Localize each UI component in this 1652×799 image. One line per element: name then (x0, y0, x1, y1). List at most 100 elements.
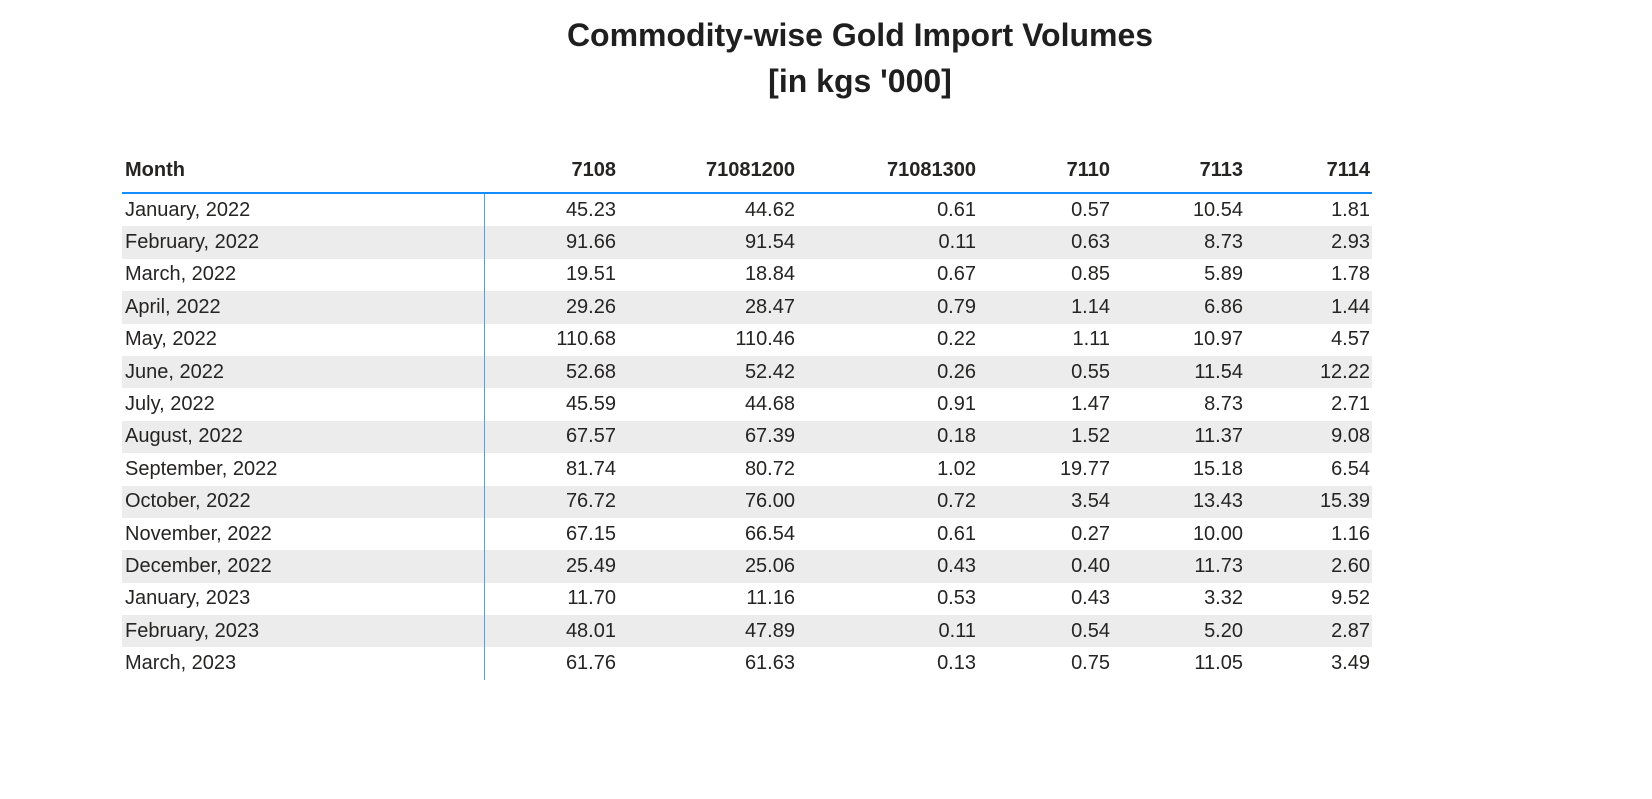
value-cell: 2.60 (1245, 550, 1372, 583)
value-cell: 6.54 (1331, 457, 1370, 480)
value-cell: 13.43 (1112, 485, 1245, 518)
value-cell: 0.22 (937, 328, 976, 351)
value-cell: 10.54 (1192, 198, 1243, 221)
value-cell: 1.78 (1331, 263, 1370, 286)
value-cell: 0.67 (937, 263, 976, 286)
value-cell: 11.54 (1112, 355, 1245, 389)
month-cell: April, 2022 (122, 291, 485, 324)
value-cell: 15.18 (1192, 457, 1243, 480)
value-cell: 76.00 (618, 485, 797, 518)
value-cell: 0.61 (937, 522, 976, 545)
value-cell: 67.15 (565, 522, 616, 545)
value-cell: 0.61 (937, 198, 976, 221)
column-header-71081300[interactable]: 71081300 (797, 145, 978, 194)
value-cell: 44.62 (744, 198, 795, 221)
table-row: February, 2022 91.66 91.54 0.11 0.63 8.73 2.93 (122, 226, 1372, 259)
value-cell: 10.00 (1192, 522, 1243, 545)
table-row: March, 2023 61.76 61.63 0.13 0.75 11.05 3.49 (122, 647, 1372, 680)
value-cell: 1.11 (1072, 328, 1110, 351)
table-row: April, 2022 29.26 28.47 0.79 1.14 6.86 1.44 (122, 291, 1372, 324)
value-cell: 2.87 (1245, 615, 1372, 648)
value-cell: 11.16 (746, 587, 795, 610)
value-cell: 25.06 (618, 550, 797, 583)
value-cell: 5.89 (1204, 263, 1243, 286)
import-volumes-table: Month 7108 71081200 71081300 7110 7113 7… (122, 145, 1372, 680)
value-cell: 0.11 (797, 226, 978, 259)
month-cell: January, 2022 (122, 193, 485, 227)
value-cell: 2.71 (1331, 393, 1370, 416)
value-cell: 0.79 (797, 291, 978, 324)
table-row: May, 2022 110.68 110.46 0.22 1.11 10.97 4.57 (122, 323, 1372, 356)
table-row: July, 2022 45.59 44.68 0.91 1.47 8.73 2.71 (122, 388, 1372, 421)
table-row: February, 2023 48.01 47.89 0.11 0.54 5.20 2.87 (122, 615, 1372, 648)
value-cell: 9.52 (1331, 587, 1370, 610)
value-cell: 44.68 (744, 393, 795, 416)
table-row: December, 2022 25.49 25.06 0.43 0.40 11.73 2.6… (122, 550, 1372, 583)
month-cell: October, 2022 (122, 485, 485, 518)
chart-title: Commodity-wise Gold Import Volumes [in k… (68, 12, 1652, 104)
value-cell: 0.72 (797, 485, 978, 518)
value-cell: 5.20 (1112, 615, 1245, 648)
month-cell: December, 2022 (122, 550, 485, 583)
month-cell: May, 2022 (122, 323, 485, 356)
table-row: March, 2022 19.51 18.84 0.67 0.85 5.89 1.78 (122, 258, 1372, 292)
value-cell: 67.39 (618, 420, 797, 454)
value-cell: 0.13 (937, 652, 976, 675)
table-visual: Month 7108 71081200 71081300 7110 7113 7… (122, 145, 1372, 680)
table-row: September, 2022 81.74 80.72 1.02 19.77 15.18 6… (122, 453, 1372, 486)
month-cell: February, 2022 (122, 226, 485, 259)
month-cell: February, 2023 (122, 615, 485, 648)
value-cell: 9.08 (1245, 420, 1372, 454)
month-cell: March, 2022 (122, 258, 485, 292)
value-cell: 1.02 (937, 457, 976, 480)
value-cell: 0.55 (978, 355, 1112, 389)
value-cell: 28.47 (618, 291, 797, 324)
chart-title-line2: [in kgs '000] (768, 63, 952, 99)
column-header-7113[interactable]: 7113 (1112, 145, 1245, 194)
column-header-7108[interactable]: 7108 (484, 145, 618, 194)
value-cell: 52.68 (484, 355, 618, 389)
value-cell: 0.57 (1071, 198, 1110, 221)
value-cell: 18.84 (744, 263, 795, 286)
value-cell: 3.32 (1204, 587, 1243, 610)
value-cell: 12.22 (1245, 355, 1372, 389)
value-cell: 61.76 (565, 652, 616, 675)
value-cell: 61.63 (744, 652, 795, 675)
value-cell: 110.68 (556, 328, 616, 351)
value-cell: 1.14 (978, 291, 1112, 324)
month-cell: June, 2022 (122, 355, 485, 389)
value-cell: 110.46 (735, 328, 795, 351)
value-cell: 47.89 (618, 615, 797, 648)
value-cell: 48.01 (484, 615, 618, 648)
column-header-7114[interactable]: 7114 (1245, 145, 1372, 194)
value-cell: 0.85 (1071, 263, 1110, 286)
value-cell: 0.43 (797, 550, 978, 583)
column-header-month[interactable]: Month (122, 145, 484, 194)
value-cell: 0.54 (978, 615, 1112, 648)
value-cell: 91.66 (484, 226, 618, 259)
table-row: June, 2022 52.68 52.42 0.26 0.55 11.54 12.22 (122, 355, 1372, 389)
value-cell: 1.52 (978, 420, 1112, 454)
table-row: November, 2022 67.15 66.54 0.61 0.27 10.00 1.1… (122, 517, 1372, 551)
value-cell: 11.05 (1194, 652, 1243, 675)
value-cell: 3.49 (1331, 652, 1370, 675)
column-header-71081200[interactable]: 71081200 (618, 145, 797, 194)
value-cell: 0.91 (937, 393, 976, 416)
value-cell: 3.54 (978, 485, 1112, 518)
value-cell: 10.97 (1192, 328, 1243, 351)
value-cell: 91.54 (618, 226, 797, 259)
value-cell: 1.81 (1331, 198, 1370, 221)
month-cell: July, 2022 (122, 388, 485, 421)
value-cell: 2.93 (1245, 226, 1372, 259)
month-cell: September, 2022 (122, 453, 485, 486)
value-cell: 19.51 (565, 263, 616, 286)
month-cell: January, 2023 (122, 582, 485, 616)
value-cell: 29.26 (484, 291, 618, 324)
value-cell: 19.77 (1059, 457, 1110, 480)
value-cell: 0.63 (978, 226, 1112, 259)
column-header-7110[interactable]: 7110 (978, 145, 1112, 194)
value-cell: 67.57 (484, 420, 618, 454)
value-cell: 0.53 (937, 587, 976, 610)
value-cell: 6.86 (1112, 291, 1245, 324)
value-cell: 1.44 (1245, 291, 1372, 324)
